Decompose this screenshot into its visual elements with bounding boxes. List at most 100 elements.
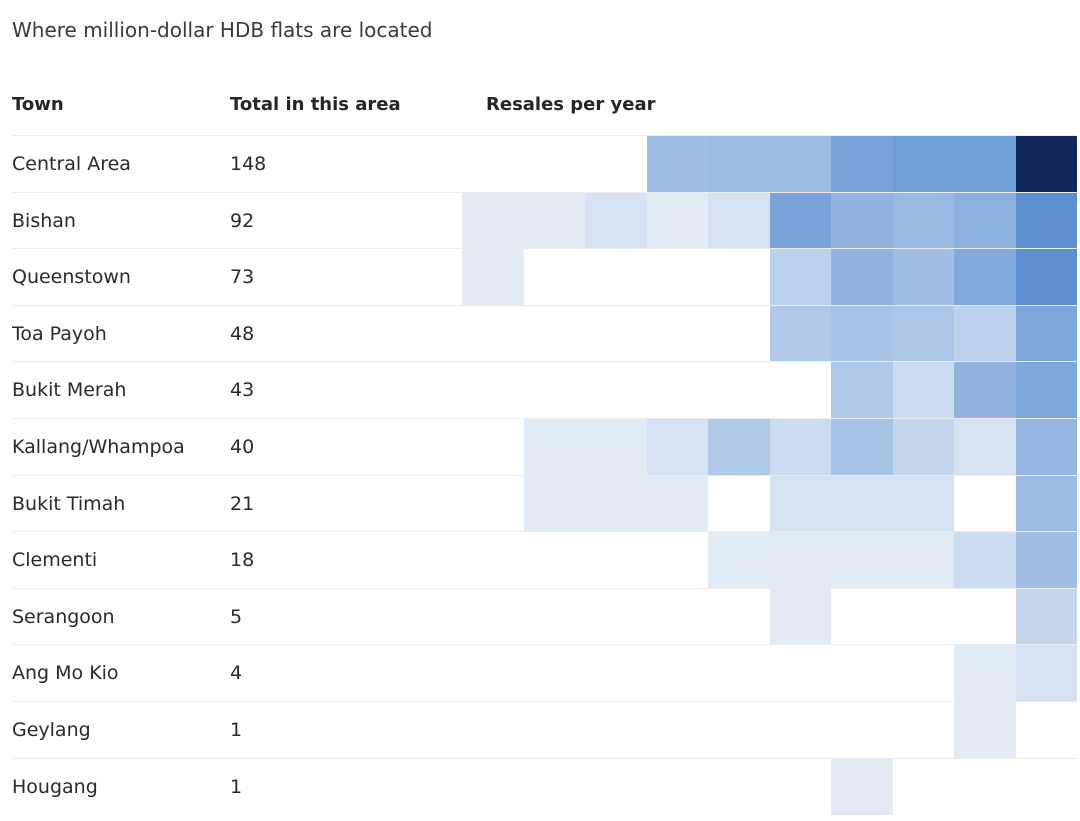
heat-cell [708,701,770,758]
heat-cell [831,362,893,419]
heat-cell [769,249,831,306]
town-label: Bukit Merah [12,379,127,402]
heat-cell [708,645,770,702]
heat-cell [646,192,708,249]
heat-cell [585,305,647,362]
table-row: Bukit Merah 43 [12,361,1077,419]
column-header-town: Town [12,94,64,115]
heat-cell [646,362,708,419]
heat-strip [462,418,1077,475]
heat-cell [523,305,585,362]
heat-cell [954,588,1016,645]
heat-strip [462,758,1077,815]
heat-cell [462,418,524,475]
town-label: Toa Payoh [12,322,107,345]
heat-cell [708,249,770,306]
heat-strip [462,249,1077,306]
heat-strip [462,532,1077,589]
heat-cell [954,758,1016,815]
heat-cell [646,758,708,815]
heat-cell [585,192,647,249]
heat-cell [831,136,893,192]
heat-cell [954,701,1016,758]
heat-cell [708,192,770,249]
heat-cell [523,758,585,815]
heat-cell [892,645,954,702]
heat-cell [646,645,708,702]
heat-cell [1015,136,1077,192]
table-row: Serangoon 5 [12,587,1077,645]
table-row: Hougang 1 [12,757,1077,815]
heat-cell [523,362,585,419]
heat-cell [462,362,524,419]
table-row: Bishan 92 [12,191,1077,249]
total-value: 43 [230,379,255,402]
heat-cell [585,136,647,192]
heat-cell [892,362,954,419]
heat-cell [646,701,708,758]
heat-cell [585,418,647,475]
heat-cell [892,532,954,589]
heat-cell [523,475,585,532]
heat-cell [462,701,524,758]
heat-cell [1015,418,1077,475]
heat-cell [585,588,647,645]
heat-cell [954,249,1016,306]
heat-cell [1015,475,1077,532]
total-value: 1 [230,718,243,741]
heat-cell [708,362,770,419]
heatmap-table: Central Area 148 Bishan 92 Queenstown 73 Toa P… [12,135,1077,815]
heat-strip [462,645,1077,702]
heat-strip [462,475,1077,532]
heat-strip [462,701,1077,758]
heat-cell [646,588,708,645]
heat-cell [462,588,524,645]
heat-cell [462,305,524,362]
heat-cell [585,362,647,419]
heat-cell [585,758,647,815]
heat-strip [462,305,1077,362]
heat-cell [708,532,770,589]
table-row: Clementi 18 [12,531,1077,589]
heat-cell [769,588,831,645]
heat-cell [708,758,770,815]
heat-cell [954,532,1016,589]
heat-cell [769,192,831,249]
heat-cell [646,249,708,306]
chart-title: Where million-dollar HDB flats are locat… [12,18,433,42]
total-value: 18 [230,549,255,572]
table-row: Kallang/Whampoa 40 [12,417,1077,475]
table-row: Geylang 1 [12,700,1077,758]
heat-cell [585,645,647,702]
heat-cell [523,645,585,702]
heat-strip [462,192,1077,249]
heat-cell [831,249,893,306]
heat-cell [585,475,647,532]
heat-cell [892,418,954,475]
heat-cell [954,645,1016,702]
heat-cell [892,758,954,815]
total-value: 1 [230,775,243,798]
heat-cell [769,418,831,475]
heat-cell [892,701,954,758]
heat-cell [769,362,831,419]
heat-cell [1015,362,1077,419]
heat-cell [462,758,524,815]
heat-cell [708,588,770,645]
heat-cell [892,588,954,645]
heat-cell [523,701,585,758]
town-label: Geylang [12,718,91,741]
heat-cell [1015,192,1077,249]
heat-cell [954,418,1016,475]
town-label: Serangoon [12,605,115,628]
column-header-resales: Resales per year [486,94,656,115]
total-value: 148 [230,153,267,175]
heat-cell [831,305,893,362]
heat-cell [769,475,831,532]
town-label: Kallang/Whampoa [12,435,185,458]
table-row: Queenstown 73 [12,248,1077,306]
heat-cell [523,532,585,589]
heat-cell [769,758,831,815]
heat-cell [462,645,524,702]
heat-cell [708,305,770,362]
